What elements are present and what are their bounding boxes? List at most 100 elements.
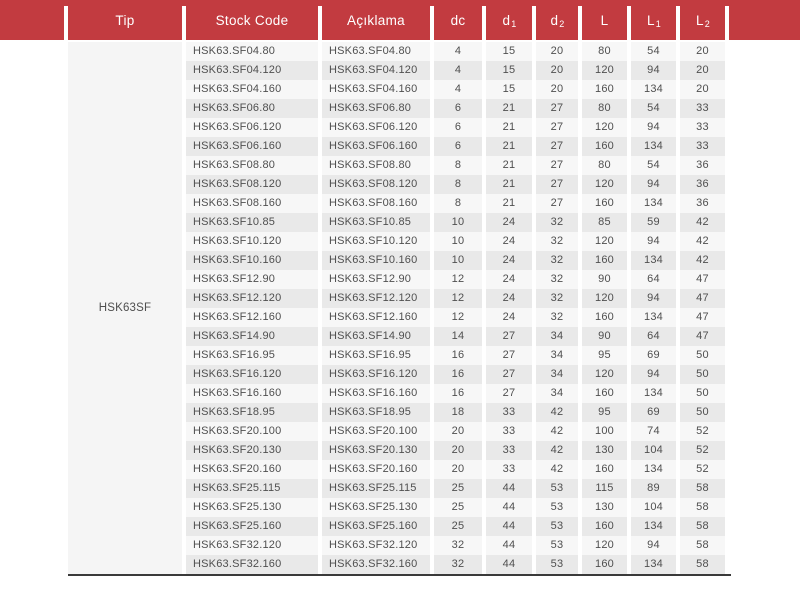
l1-cell: 64 <box>631 327 676 346</box>
aciklama-cell: HSK63.SF06.120 <box>322 118 430 137</box>
l-cell: 80 <box>582 156 627 175</box>
l1-cell: 94 <box>631 118 676 137</box>
dc-cell: 18 <box>434 403 482 422</box>
l1-cell: 134 <box>631 308 676 327</box>
d2-cell: 42 <box>536 441 578 460</box>
dc-cell: 16 <box>434 365 482 384</box>
l1-cell: 134 <box>631 555 676 574</box>
dc-cell: 20 <box>434 441 482 460</box>
dc-cell: 25 <box>434 479 482 498</box>
d2-cell: 42 <box>536 460 578 479</box>
header-subscript: 1 <box>655 18 662 29</box>
header-label: Tip <box>115 12 135 28</box>
l-cell: 160 <box>582 137 627 156</box>
d2-cell: 53 <box>536 555 578 574</box>
l-cell: 120 <box>582 61 627 80</box>
l1-cell: 134 <box>631 137 676 156</box>
stock-code-cell: HSK63.SF06.120 <box>186 118 318 137</box>
d1-cell: 24 <box>486 289 532 308</box>
l-cell: 160 <box>582 384 627 403</box>
stock-code-cell: HSK63.SF16.120 <box>186 365 318 384</box>
dc-cell: 10 <box>434 232 482 251</box>
dc-cell: 12 <box>434 308 482 327</box>
dc-cell: 4 <box>434 80 482 99</box>
d1-cell: 15 <box>486 61 532 80</box>
d1-cell: 24 <box>486 251 532 270</box>
stock-code-cell: HSK63.SF04.120 <box>186 61 318 80</box>
l1-cell: 54 <box>631 42 676 61</box>
header-cell-stock-code: Stock Code <box>186 0 318 40</box>
l1-cell: 69 <box>631 346 676 365</box>
stock-code-cell: HSK63.SF18.95 <box>186 403 318 422</box>
l2-cell: 42 <box>680 232 725 251</box>
dc-cell: 8 <box>434 156 482 175</box>
aciklama-cell: HSK63.SF25.130 <box>322 498 430 517</box>
l1-cell: 59 <box>631 213 676 232</box>
l2-cell: 42 <box>680 251 725 270</box>
l-cell: 130 <box>582 498 627 517</box>
l2-cell: 36 <box>680 194 725 213</box>
aciklama-cell: HSK63.SF10.160 <box>322 251 430 270</box>
header-filler-left <box>0 0 64 40</box>
d2-cell: 32 <box>536 308 578 327</box>
stock-code-cell: HSK63.SF16.95 <box>186 346 318 365</box>
tip-merged-cell: HSK63SF <box>68 42 182 574</box>
aciklama-cell: HSK63.SF06.160 <box>322 137 430 156</box>
d1-cell: 24 <box>486 270 532 289</box>
dc-cell: 32 <box>434 536 482 555</box>
l2-cell: 36 <box>680 156 725 175</box>
l2-cell: 58 <box>680 517 725 536</box>
l1-cell: 54 <box>631 156 676 175</box>
d1-cell: 44 <box>486 498 532 517</box>
l2-cell: 20 <box>680 80 725 99</box>
dc-cell: 10 <box>434 251 482 270</box>
l2-cell: 47 <box>680 289 725 308</box>
aciklama-cell: HSK63.SF06.80 <box>322 99 430 118</box>
l1-cell: 94 <box>631 175 676 194</box>
d2-cell: 27 <box>536 137 578 156</box>
l-cell: 160 <box>582 251 627 270</box>
d1-cell: 33 <box>486 422 532 441</box>
d2-cell: 53 <box>536 536 578 555</box>
header-subscript: 2 <box>704 18 711 29</box>
d2-cell: 20 <box>536 80 578 99</box>
stock-code-cell: HSK63.SF06.160 <box>186 137 318 156</box>
l1-cell: 94 <box>631 536 676 555</box>
aciklama-cell: HSK63.SF16.120 <box>322 365 430 384</box>
d1-cell: 21 <box>486 175 532 194</box>
l2-cell: 50 <box>680 384 725 403</box>
dc-cell: 12 <box>434 289 482 308</box>
d1-cell: 15 <box>486 42 532 61</box>
stock-code-cell: HSK63.SF08.80 <box>186 156 318 175</box>
d1-cell: 24 <box>486 308 532 327</box>
d2-cell: 20 <box>536 42 578 61</box>
l2-cell: 20 <box>680 61 725 80</box>
d1-cell: 21 <box>486 118 532 137</box>
l2-cell: 47 <box>680 270 725 289</box>
d2-cell: 27 <box>536 175 578 194</box>
dc-cell: 16 <box>434 346 482 365</box>
stock-code-cell: HSK63.SF08.160 <box>186 194 318 213</box>
l1-cell: 69 <box>631 403 676 422</box>
header-cell-dc: dc <box>434 0 482 40</box>
header-cell-tip: Tip <box>68 0 182 40</box>
stock-code-cell: HSK63.SF10.160 <box>186 251 318 270</box>
header-cell-a-klama: Açıklama <box>322 0 430 40</box>
stock-code-cell: HSK63.SF10.120 <box>186 232 318 251</box>
l1-cell: 134 <box>631 460 676 479</box>
aciklama-cell: HSK63.SF10.85 <box>322 213 430 232</box>
d1-cell: 24 <box>486 213 532 232</box>
l2-cell: 33 <box>680 137 725 156</box>
d2-cell: 32 <box>536 251 578 270</box>
d1-cell: 21 <box>486 156 532 175</box>
dc-cell: 20 <box>434 460 482 479</box>
d1-cell: 44 <box>486 517 532 536</box>
aciklama-cell: HSK63.SF12.160 <box>322 308 430 327</box>
d1-cell: 33 <box>486 441 532 460</box>
l-cell: 120 <box>582 118 627 137</box>
